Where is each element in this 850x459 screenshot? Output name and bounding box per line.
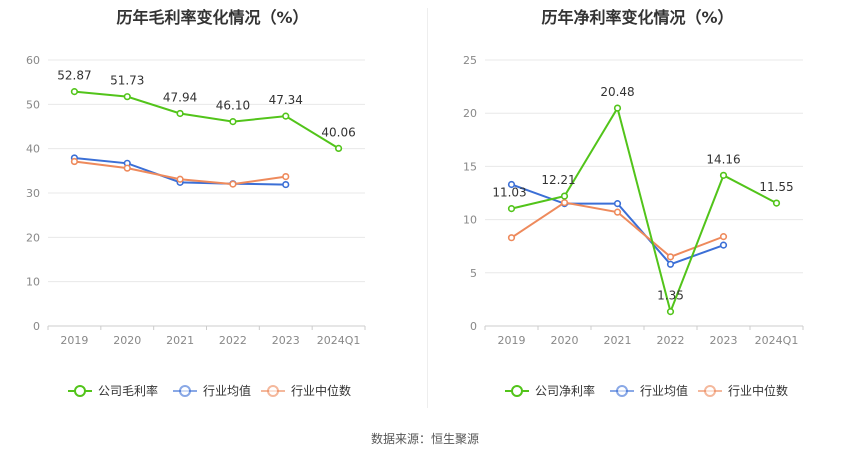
net-y-tick-label: 0	[470, 320, 477, 333]
gross-series-point-0[interactable]	[70, 88, 79, 96]
gross-data-label: 47.34	[269, 93, 303, 107]
net-series-point-0[interactable]	[613, 104, 622, 112]
gross-y-tick-label: 60	[26, 54, 40, 67]
gross-margin-chart-panel: 历年毛利率变化情况（%） 0 10 20 30 40 50 60 2019 2020 2021 20…	[0, 0, 425, 420]
net-margin-chart-panel: 历年净利率变化情况（%） 0 5 10 15 20 25 2019 2020 2021 2022 2…	[425, 0, 850, 420]
net-y-tick-label: 25	[463, 54, 477, 67]
data-source-label: 数据来源：恒生聚源	[370, 432, 479, 446]
net-x-tick-label: 2019	[498, 334, 526, 347]
gross-y-tick-label: 20	[26, 231, 40, 244]
net-legend-swatch-marker	[616, 385, 628, 397]
gross-margin-chart-title: 历年毛利率变化情况（%）	[116, 8, 309, 27]
net-legend-swatch-marker	[704, 385, 716, 397]
gross-x-tick-label: 2021	[166, 334, 194, 347]
gross-x-tick-label: 2022	[219, 334, 247, 347]
gross-series-point-0[interactable]	[176, 109, 184, 118]
net-legend-swatch-marker	[511, 385, 523, 397]
gross-legend-item-0[interactable]: 公司毛利率	[68, 383, 158, 398]
net-x-tick-label: 2020	[551, 334, 579, 347]
net-legend-item-2[interactable]: 行业中位数	[698, 383, 788, 398]
gross-x-tick-label: 2024Q1	[317, 334, 361, 347]
gross-legend-label: 行业均值	[203, 383, 251, 398]
net-x-tick-label: 2022	[657, 334, 685, 347]
net-y-tick-label: 10	[463, 214, 477, 227]
gross-series-point-2[interactable]	[123, 164, 131, 172]
gross-legend-swatch-marker	[74, 385, 86, 397]
gross-series-point-0[interactable]	[334, 144, 343, 153]
gross-series-point-2[interactable]	[70, 157, 79, 166]
gross-data-label: 51.73	[110, 74, 144, 88]
net-data-label: 1.35	[657, 289, 684, 303]
net-series-point-1[interactable]	[719, 241, 728, 249]
gross-series-point-0[interactable]	[229, 118, 237, 126]
net-legend-label: 行业中位数	[728, 383, 788, 398]
gross-data-label: 46.10	[216, 99, 250, 113]
net-series-point-2[interactable]	[719, 233, 728, 241]
net-x-tick-label: 2021	[604, 334, 632, 347]
gross-data-label: 52.87	[57, 69, 91, 83]
gross-series-point-2[interactable]	[282, 172, 290, 181]
gross-legend-item-2[interactable]: 行业中位数	[261, 383, 351, 398]
gross-legend-label: 行业中位数	[291, 383, 351, 398]
net-series-line-1	[511, 183, 724, 266]
gross-x-tick-label: 2023	[272, 334, 300, 347]
net-series-line-0	[511, 105, 777, 315]
gross-legend-swatch-marker	[267, 385, 279, 397]
gross-legend-swatch-marker	[179, 385, 191, 397]
net-series-point-1[interactable]	[613, 200, 622, 208]
net-margin-chart-title: 历年净利率变化情况（%）	[541, 8, 734, 27]
net-margin-chart: 0 5 10 15 20 25 2019 2020 2021 2022 2023 2024Q1 11.0…	[463, 54, 804, 398]
gross-series-point-1[interactable]	[282, 180, 290, 189]
gross-y-tick-label: 10	[26, 276, 40, 289]
gross-x-tick-label: 2020	[113, 334, 141, 347]
gross-data-label: 40.06	[321, 125, 355, 139]
net-data-label: 20.48	[600, 85, 634, 99]
net-series-point-0[interactable]	[719, 171, 728, 179]
panel-divider	[427, 8, 428, 408]
net-legend-label: 行业均值	[640, 383, 688, 398]
gross-series-line-0	[74, 90, 340, 150]
net-series-point-0[interactable]	[772, 199, 781, 207]
net-series-point-2[interactable]	[560, 198, 569, 207]
net-x-tick-label: 2023	[710, 334, 738, 347]
net-series-point-2[interactable]	[507, 234, 516, 242]
gross-series-point-2[interactable]	[176, 175, 184, 183]
gross-x-tick-label: 2019	[60, 334, 88, 347]
net-data-label: 11.55	[759, 180, 793, 194]
net-legend-item-0[interactable]: 公司净利率	[505, 383, 595, 398]
net-series-point-1[interactable]	[507, 180, 516, 189]
gross-series-point-0[interactable]	[282, 112, 290, 120]
net-data-label: 11.03	[492, 186, 526, 200]
net-data-label: 12.21	[541, 173, 575, 187]
net-series-point-0[interactable]	[666, 308, 675, 316]
net-series-point-2[interactable]	[666, 253, 675, 261]
gross-y-tick-label: 40	[26, 143, 40, 156]
net-x-tick-label: 2024Q1	[755, 334, 799, 347]
gross-data-label: 47.94	[163, 90, 197, 104]
gross-legend-label: 公司毛利率	[98, 383, 158, 398]
net-legend-label: 公司净利率	[535, 383, 595, 398]
net-series-point-1[interactable]	[666, 260, 675, 268]
net-data-label: 14.16	[706, 152, 740, 166]
net-y-tick-label: 15	[463, 160, 477, 173]
gross-y-tick-label: 0	[33, 320, 40, 333]
gross-y-tick-label: 30	[26, 187, 40, 200]
net-series-point-0[interactable]	[507, 205, 516, 213]
net-series-point-2[interactable]	[613, 208, 622, 216]
net-y-tick-label: 5	[470, 267, 477, 280]
gross-legend-item-1[interactable]: 行业均值	[173, 383, 251, 398]
gross-margin-chart: 0 10 20 30 40 50 60 2019 2020 2021 2022 2023 2024Q1 5…	[26, 54, 366, 398]
gross-y-tick-label: 50	[26, 98, 40, 111]
gross-series-point-0[interactable]	[123, 93, 131, 101]
net-legend-item-1[interactable]: 行业均值	[610, 383, 688, 398]
gross-series-point-2[interactable]	[229, 180, 237, 188]
net-series-point-0[interactable]	[560, 192, 569, 200]
net-y-tick-label: 20	[463, 107, 477, 120]
